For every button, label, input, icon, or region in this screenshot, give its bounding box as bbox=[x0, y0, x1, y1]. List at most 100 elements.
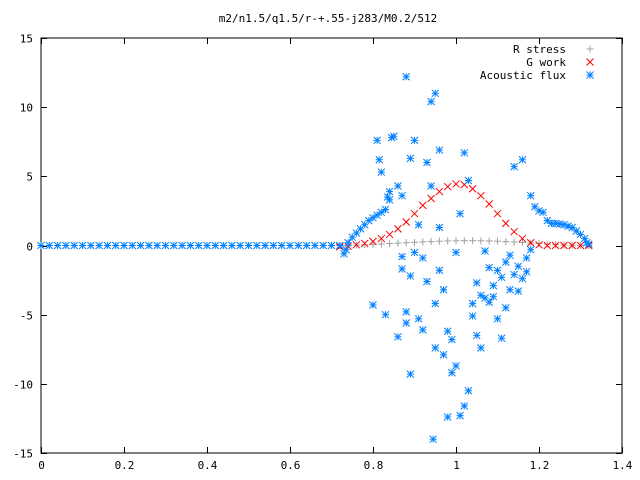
data-point bbox=[584, 240, 593, 248]
marker-stroke bbox=[522, 254, 531, 262]
data-point bbox=[526, 245, 535, 254]
data-point bbox=[418, 326, 427, 334]
marker-stroke bbox=[394, 332, 402, 341]
marker-stroke bbox=[319, 241, 328, 250]
data-point bbox=[228, 241, 236, 250]
marker-stroke bbox=[53, 241, 62, 250]
marker-stroke bbox=[261, 241, 269, 250]
data-point bbox=[551, 241, 560, 250]
marker-stroke bbox=[228, 241, 236, 250]
marker-stroke bbox=[277, 241, 286, 250]
data-point bbox=[369, 301, 377, 309]
marker-stroke bbox=[435, 266, 444, 275]
data-point bbox=[360, 239, 369, 248]
data-point bbox=[539, 208, 548, 217]
data-point bbox=[464, 386, 473, 395]
marker-stroke bbox=[410, 136, 419, 145]
data-point bbox=[501, 258, 510, 266]
legend-marker bbox=[586, 71, 594, 79]
marker-stroke bbox=[381, 310, 390, 319]
data-point bbox=[302, 241, 311, 250]
marker-stroke bbox=[493, 314, 502, 323]
marker-stroke bbox=[481, 247, 489, 255]
y-tick-label: -5 bbox=[20, 310, 33, 323]
data-point bbox=[472, 331, 481, 340]
data-point bbox=[398, 265, 406, 273]
data-point bbox=[489, 281, 498, 290]
data-point bbox=[456, 411, 465, 420]
data-point bbox=[398, 252, 406, 261]
data-point bbox=[294, 241, 303, 250]
marker-stroke bbox=[560, 241, 568, 250]
marker-stroke bbox=[236, 241, 245, 250]
marker-stroke bbox=[522, 267, 531, 276]
marker-stroke bbox=[429, 435, 438, 444]
data-point bbox=[443, 327, 452, 336]
data-point bbox=[543, 240, 551, 248]
marker-stroke bbox=[493, 266, 502, 275]
marker-stroke bbox=[95, 241, 103, 250]
marker-stroke bbox=[414, 220, 423, 229]
marker-stroke bbox=[510, 270, 518, 279]
marker-stroke bbox=[418, 326, 427, 334]
data-point bbox=[443, 182, 452, 191]
marker-stroke bbox=[447, 368, 456, 377]
y-tick-label: -15 bbox=[13, 448, 33, 461]
data-point bbox=[128, 241, 137, 250]
marker-stroke bbox=[398, 191, 406, 200]
data-point bbox=[389, 132, 398, 141]
marker-stroke bbox=[551, 219, 560, 228]
data-point bbox=[406, 272, 415, 280]
data-point bbox=[497, 334, 506, 343]
data-point bbox=[327, 241, 336, 250]
data-point bbox=[452, 180, 460, 188]
data-point bbox=[485, 298, 494, 307]
marker-stroke bbox=[447, 335, 456, 344]
data-point bbox=[269, 241, 278, 250]
marker-stroke bbox=[530, 202, 539, 211]
data-point bbox=[560, 241, 568, 250]
marker-stroke bbox=[485, 263, 494, 272]
data-point bbox=[423, 158, 431, 167]
marker-stroke bbox=[394, 225, 402, 233]
data-point bbox=[535, 207, 543, 215]
data-point bbox=[435, 237, 443, 245]
data-point bbox=[369, 237, 377, 246]
data-point bbox=[435, 223, 444, 232]
y-tick-label: 0 bbox=[26, 241, 33, 254]
data-point bbox=[178, 241, 186, 250]
data-point bbox=[394, 332, 402, 341]
marker-stroke bbox=[510, 227, 518, 236]
marker-stroke bbox=[375, 155, 384, 164]
data-point bbox=[45, 241, 54, 250]
marker-stroke bbox=[452, 180, 460, 188]
marker-stroke bbox=[501, 219, 510, 228]
marker-stroke bbox=[468, 184, 477, 193]
marker-stroke bbox=[423, 277, 431, 286]
marker-stroke bbox=[385, 230, 394, 239]
data-point bbox=[261, 241, 269, 250]
data-point bbox=[501, 219, 510, 228]
x-tick-label: 1 bbox=[453, 459, 460, 472]
data-point bbox=[535, 240, 543, 248]
marker-stroke bbox=[535, 207, 543, 215]
marker-stroke bbox=[510, 162, 518, 171]
data-point bbox=[37, 241, 45, 250]
marker-stroke bbox=[443, 327, 452, 336]
marker-stroke bbox=[576, 241, 585, 250]
data-point bbox=[576, 241, 585, 250]
marker-stroke bbox=[477, 291, 485, 300]
marker-stroke bbox=[472, 278, 481, 287]
marker-stroke bbox=[86, 241, 95, 250]
data-point bbox=[394, 239, 402, 247]
marker-stroke bbox=[526, 245, 535, 254]
data-point bbox=[95, 241, 103, 250]
series-layer bbox=[37, 72, 593, 444]
data-point bbox=[375, 155, 384, 164]
marker-stroke bbox=[111, 241, 120, 250]
marker-stroke bbox=[294, 241, 303, 250]
marker-stroke bbox=[194, 241, 203, 250]
marker-stroke bbox=[543, 216, 552, 225]
marker-stroke bbox=[427, 194, 435, 203]
data-point bbox=[526, 238, 535, 247]
